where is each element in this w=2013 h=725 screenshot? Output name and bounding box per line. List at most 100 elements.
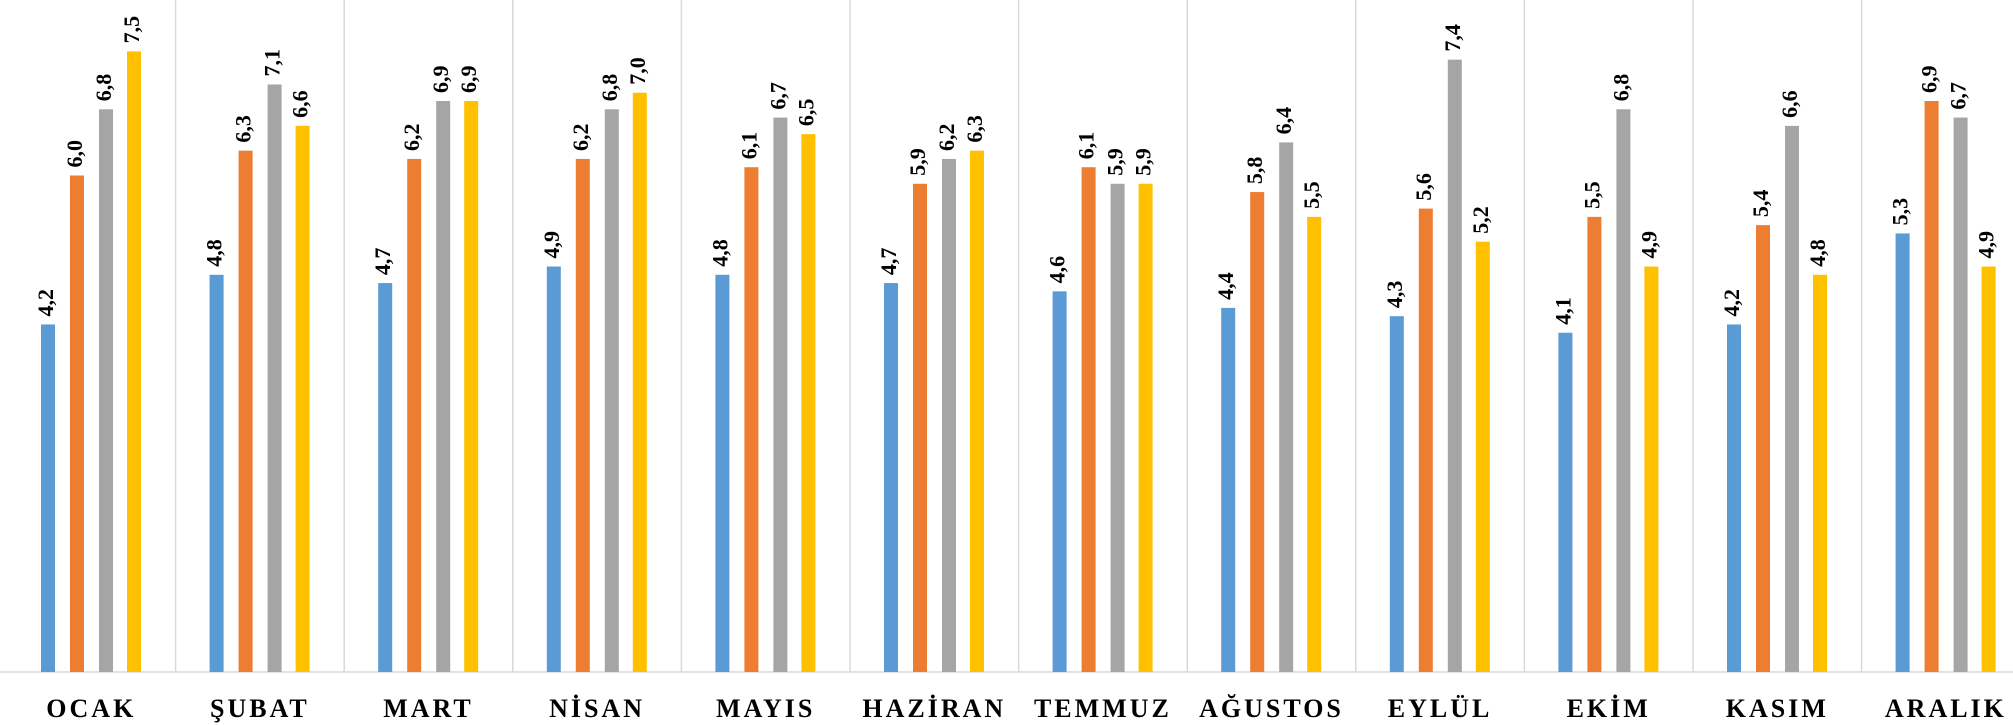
bar [1587, 216, 1602, 672]
bar [1616, 109, 1631, 673]
bar [942, 158, 956, 672]
value-label: 5,5 [1299, 181, 1324, 209]
value-label: 7,0 [625, 57, 650, 85]
value-label: 4,4 [1213, 272, 1238, 300]
value-label: 4,7 [370, 248, 395, 276]
value-label: 4,2 [33, 289, 58, 317]
bar [1727, 324, 1741, 672]
value-label: 7,4 [1440, 24, 1465, 52]
bar [407, 158, 422, 672]
bar [575, 158, 590, 672]
bar [1307, 216, 1322, 672]
bar [884, 283, 898, 672]
bar [1052, 291, 1067, 672]
bar [1418, 208, 1433, 672]
bar [41, 324, 55, 672]
value-label: 5,9 [1103, 148, 1128, 176]
value-label: 6,8 [1608, 74, 1633, 102]
value-label: 6,3 [962, 115, 987, 143]
bar [1110, 183, 1125, 672]
bar [70, 175, 84, 672]
value-label: 6,8 [91, 74, 116, 102]
value-label: 4,9 [539, 231, 564, 259]
value-label: 5,9 [905, 148, 930, 176]
value-label: 6,4 [1271, 107, 1296, 135]
x-tick-label: EYLÜL [1388, 694, 1493, 723]
bar [604, 109, 619, 673]
value-label: 5,5 [1579, 181, 1604, 209]
bar [267, 84, 282, 673]
value-label: 5,2 [1468, 206, 1493, 234]
bar [546, 266, 561, 672]
value-label: 5,9 [1131, 148, 1156, 176]
bar [1081, 167, 1096, 672]
bar [209, 274, 224, 672]
value-label: 6,7 [765, 82, 790, 110]
bar [378, 283, 393, 672]
x-tick-label: MART [383, 694, 474, 723]
x-tick-label: EKİM [1567, 694, 1651, 723]
bar [773, 117, 788, 672]
bar [238, 150, 253, 673]
bar [715, 274, 730, 672]
value-label: 4,7 [876, 248, 901, 276]
bar [1785, 125, 1799, 673]
bar [464, 101, 479, 672]
value-label: 5,6 [1411, 173, 1436, 201]
bar [1895, 233, 1910, 673]
value-label: 4,3 [1382, 281, 1407, 309]
bar [1447, 59, 1462, 672]
value-label: 6,5 [793, 99, 818, 127]
bar [1558, 332, 1573, 672]
value-label: 7,1 [260, 49, 285, 77]
value-label: 6,2 [399, 123, 424, 151]
x-tick-label: AĞUSTOS [1199, 694, 1344, 723]
bar [127, 51, 141, 672]
bar [1221, 307, 1236, 672]
x-tick-label: MAYIS [716, 694, 815, 723]
x-tick-label: TEMMUZ [1034, 694, 1172, 723]
value-label: 6,1 [736, 132, 761, 160]
bar [632, 92, 647, 672]
bar [1389, 316, 1404, 672]
bar [913, 183, 927, 672]
value-label: 4,8 [1805, 239, 1830, 267]
value-label: 6,6 [1777, 90, 1802, 118]
bar [1953, 117, 1968, 672]
value-label: 6,1 [1074, 132, 1099, 160]
bar [99, 109, 113, 673]
value-label: 4,8 [202, 239, 227, 267]
value-label: 6,2 [568, 123, 593, 151]
bar [1981, 266, 1996, 672]
bar [1924, 101, 1939, 672]
value-label: 6,6 [288, 90, 313, 118]
value-label: 6,3 [231, 115, 256, 143]
value-label: 6,7 [1946, 82, 1971, 110]
bar [1279, 142, 1294, 672]
value-label: 6,0 [62, 140, 87, 168]
x-tick-label: NİSAN [549, 694, 645, 723]
bar [801, 134, 816, 672]
value-label: 4,6 [1045, 256, 1070, 284]
value-label: 6,9 [456, 66, 481, 94]
bar [1644, 266, 1659, 672]
x-tick-label: KASIM [1726, 694, 1829, 723]
bar [1138, 183, 1153, 672]
value-label: 6,9 [428, 66, 453, 94]
value-label: 6,2 [934, 123, 959, 151]
value-label: 4,1 [1550, 297, 1575, 325]
value-label: 6,8 [597, 74, 622, 102]
value-label: 4,9 [1974, 231, 1999, 259]
bar [744, 167, 759, 672]
bar [295, 125, 310, 673]
value-label: 4,2 [1719, 289, 1744, 317]
bar [1756, 225, 1770, 672]
value-label: 5,4 [1748, 190, 1773, 218]
x-tick-label: OCAK [46, 694, 136, 723]
value-label: 4,9 [1636, 231, 1661, 259]
bar [436, 101, 451, 672]
value-label: 5,8 [1242, 157, 1267, 185]
value-label: 5,3 [1888, 198, 1913, 226]
bar [1250, 192, 1265, 673]
